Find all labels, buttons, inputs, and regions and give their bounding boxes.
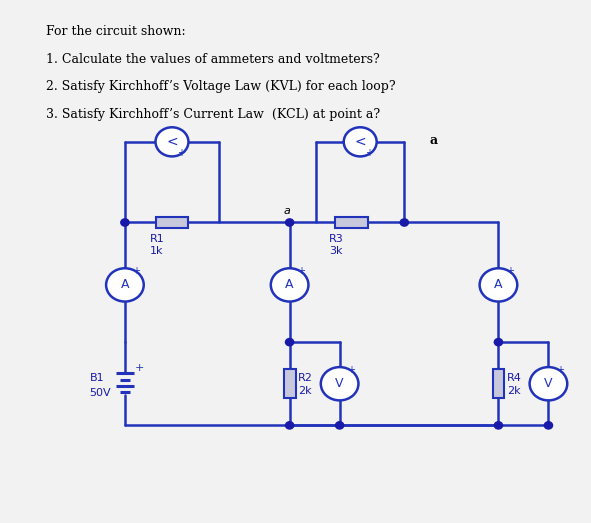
Text: R1: R1	[150, 234, 164, 244]
Bar	[155, 217, 189, 228]
Circle shape	[321, 367, 358, 401]
Circle shape	[344, 127, 376, 156]
Circle shape	[285, 338, 294, 346]
Circle shape	[480, 268, 517, 302]
Text: B1: B1	[90, 372, 104, 382]
Text: +: +	[177, 148, 185, 158]
Text: 1k: 1k	[150, 246, 163, 256]
Text: 2. Satisfy Kirchhoff’s Voltage Law (KVL) for each loop?: 2. Satisfy Kirchhoff’s Voltage Law (KVL)…	[46, 81, 395, 94]
Text: a: a	[429, 134, 437, 147]
Bar	[335, 217, 368, 228]
Text: 2k: 2k	[506, 386, 520, 396]
Circle shape	[530, 367, 567, 401]
Circle shape	[400, 219, 408, 226]
Text: 3k: 3k	[329, 246, 343, 256]
Text: 50V: 50V	[90, 388, 111, 398]
Text: R3: R3	[329, 234, 344, 244]
Bar	[284, 369, 296, 398]
Circle shape	[544, 422, 553, 429]
Text: <: <	[166, 135, 178, 149]
Text: +: +	[132, 266, 140, 276]
Text: 2k: 2k	[298, 386, 311, 396]
Circle shape	[494, 422, 502, 429]
Text: A: A	[494, 278, 503, 291]
Text: +: +	[556, 365, 564, 374]
Text: +: +	[347, 365, 355, 374]
Text: 1. Calculate the values of ammeters and voltmeters?: 1. Calculate the values of ammeters and …	[46, 53, 379, 66]
Bar	[492, 369, 504, 398]
Circle shape	[155, 127, 189, 156]
Text: A: A	[121, 278, 129, 291]
Text: 3. Satisfy Kirchhoff’s Current Law  (KCL) at point a?: 3. Satisfy Kirchhoff’s Current Law (KCL)…	[46, 108, 379, 120]
Text: For the circuit shown:: For the circuit shown:	[46, 25, 185, 38]
Text: +: +	[365, 148, 374, 158]
Circle shape	[285, 219, 294, 226]
Text: V: V	[544, 377, 553, 390]
Circle shape	[121, 219, 129, 226]
Text: +: +	[135, 363, 144, 373]
Text: V: V	[335, 377, 344, 390]
Circle shape	[271, 268, 309, 302]
Text: +: +	[297, 266, 305, 276]
Text: R4: R4	[506, 372, 521, 382]
Circle shape	[106, 268, 144, 302]
Text: A: A	[285, 278, 294, 291]
Text: +: +	[506, 266, 514, 276]
Text: <: <	[355, 135, 366, 149]
Circle shape	[494, 338, 502, 346]
Text: R2: R2	[298, 372, 313, 382]
Circle shape	[285, 422, 294, 429]
Circle shape	[336, 422, 344, 429]
Text: a: a	[283, 206, 290, 215]
